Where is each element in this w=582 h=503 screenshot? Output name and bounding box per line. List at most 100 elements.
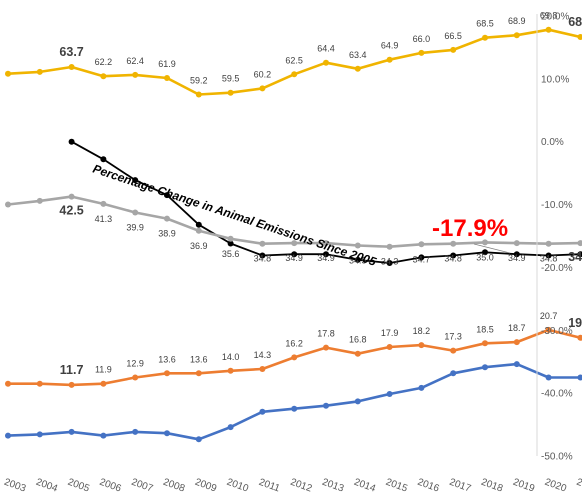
annotation-leader-line	[473, 243, 511, 254]
series-2-point	[164, 215, 170, 222]
series-3-point	[513, 339, 520, 346]
series-2-point	[386, 243, 393, 250]
series-1-point	[291, 251, 298, 258]
series-3-point	[5, 380, 11, 387]
series-0-data-label: 68.9	[508, 16, 526, 26]
series-2-data-label: 34.5	[349, 256, 367, 266]
y-tick-label: -40.0%	[541, 389, 573, 400]
series-3-data-label: 17.3	[444, 332, 462, 342]
series-2-data-label: 34.8	[540, 254, 558, 264]
series-2-data-label: 42.5	[59, 204, 83, 218]
series-4-point	[36, 431, 43, 438]
series-3-data-label: 20.7	[540, 311, 558, 321]
series-0-data-label: 62.2	[95, 57, 113, 67]
x-tick-label: 2010	[225, 477, 250, 495]
series-3-point	[323, 344, 329, 351]
y-tick-label: -10.0%	[541, 200, 573, 211]
series-0-data-label: 64.4	[317, 44, 335, 54]
series-3-point	[418, 342, 425, 349]
series-3-data-label: 14.0	[222, 352, 240, 362]
series-0-point	[195, 91, 202, 98]
series-0-data-label: 63.4	[349, 50, 367, 60]
y-tick-label: -20.0%	[541, 263, 573, 274]
series-3-point	[386, 344, 393, 350]
series-3-data-label: 16.8	[349, 335, 367, 345]
x-tick-label: 2011	[257, 477, 281, 495]
series-0-point	[323, 59, 329, 66]
series-0-point	[5, 70, 11, 77]
series-0-point	[259, 85, 266, 92]
series-2-point	[68, 193, 75, 200]
series-3-point	[259, 366, 266, 372]
x-tick-label: 2009	[193, 477, 218, 495]
series-3-point	[291, 354, 298, 361]
x-tick-label: 2021	[575, 477, 582, 495]
x-tick-label: 2016	[416, 477, 441, 495]
series-3-data-label: 17.9	[381, 328, 399, 338]
series-0-data-label: 69.8	[540, 11, 558, 21]
series-0-point	[164, 75, 170, 81]
series-4-point	[323, 402, 329, 409]
series-4-point	[450, 370, 457, 377]
x-tick-label: 2005	[66, 477, 91, 495]
series-0-data-label: 62.4	[126, 56, 144, 66]
series-2-point	[291, 240, 298, 247]
series-1-point	[164, 192, 170, 199]
series-4-point	[513, 361, 520, 368]
series-3-data-label: 11.7	[60, 363, 84, 377]
series-4-point	[100, 432, 107, 439]
series-3-point	[164, 370, 170, 377]
series-4-point	[354, 398, 361, 405]
series-3-point	[450, 347, 457, 354]
annotation-end-value: -17.9%	[432, 215, 508, 242]
series-1-point	[418, 254, 425, 261]
x-tick-label: 2019	[511, 477, 536, 495]
series-3-data-label: 11.9	[95, 365, 112, 375]
series-1-point	[577, 251, 582, 258]
series-4-point	[482, 364, 488, 371]
series-3-point	[545, 326, 552, 333]
series-2-point	[227, 235, 234, 242]
series-0-point	[36, 68, 43, 75]
series-2-data-label: 34.3	[381, 257, 399, 267]
series-2-point	[482, 239, 488, 246]
series-0-data-label: 62.5	[285, 55, 303, 65]
series-2-data-label: 34.9	[317, 253, 335, 263]
series-0-data-label: 61.9	[158, 59, 176, 69]
series-0-point	[68, 64, 75, 70]
series-1	[68, 138, 582, 266]
series-2-data-label: 38.9	[158, 229, 176, 239]
series-2-data-label: 34.9	[568, 250, 582, 264]
series-2-data-label: 34.8	[444, 254, 462, 264]
y-tick-label: 0.0%	[541, 137, 564, 148]
series-1-point	[354, 256, 361, 263]
series-4-point	[227, 424, 234, 431]
series-2-point	[450, 240, 457, 247]
series-3-data-label: 18.7	[508, 323, 526, 333]
series-3-point	[68, 381, 75, 388]
series-3-point	[482, 340, 488, 347]
series-4-line	[7, 362, 581, 441]
x-tick-label: 2006	[98, 477, 123, 495]
series-2-point	[132, 209, 139, 216]
series-1-point	[386, 260, 393, 266]
series-0-point	[354, 65, 361, 72]
series-2-data-label: 34.9	[508, 253, 526, 263]
series-2-data-label: 39.9	[126, 223, 144, 233]
series-4-point	[68, 428, 75, 435]
series-1-point	[195, 221, 202, 228]
series-1-point	[513, 251, 520, 258]
series-4-point	[291, 405, 298, 412]
series-2-point	[259, 240, 266, 247]
y-tick-label: -50.0%	[541, 452, 573, 463]
series-0-data-label: 63.7	[59, 45, 83, 59]
series-1-point	[227, 240, 234, 247]
series-0	[5, 26, 582, 98]
y-tick-label: -30.0%	[541, 326, 573, 337]
x-tick-label: 2015	[384, 477, 409, 495]
series-0-point	[482, 34, 488, 41]
series-3-data-label: 12.9	[126, 359, 144, 369]
series-4-point	[5, 432, 11, 439]
x-tick-label: 2018	[480, 477, 505, 495]
